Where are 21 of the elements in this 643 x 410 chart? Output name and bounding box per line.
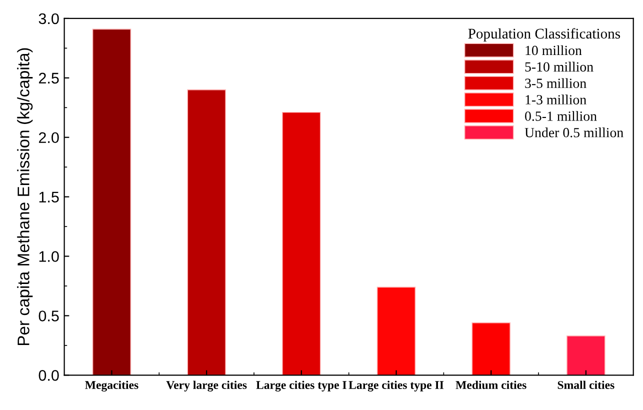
legend-label: 3-5 million: [525, 78, 586, 88]
y-tick-label: 1.0: [39, 251, 59, 262]
x-tick-label: Small cities: [558, 380, 614, 390]
legend-label: Under 0.5 million: [524, 128, 624, 138]
legend-label: 5-10 million: [525, 62, 594, 72]
y-tick-label: 1.5: [39, 192, 59, 202]
y-tick-label: 0.5: [38, 310, 59, 322]
legend-label: 1-3 million: [526, 94, 586, 104]
x-tick-label: Very large cities: [166, 380, 247, 392]
y-tick-label: 0.0: [38, 370, 59, 381]
legend-title: Population Classifications: [468, 28, 620, 42]
y-tick-label: 2.5: [38, 72, 59, 84]
x-tick-label: Megacities: [85, 380, 138, 392]
legend-label: 10 million: [526, 45, 582, 56]
x-tick-label: Large cities type I: [256, 380, 346, 392]
y-axis-title: Per capita Methane Emission (kg/capita): [17, 48, 33, 346]
x-tick-label: Medium cities: [456, 380, 526, 390]
x-tick-label: Large cities type II: [348, 380, 444, 392]
y-tick-label: 3.0: [38, 13, 59, 24]
legend-label: 0.5-1 million: [525, 111, 597, 121]
y-tick-label: 2.0: [38, 132, 59, 144]
